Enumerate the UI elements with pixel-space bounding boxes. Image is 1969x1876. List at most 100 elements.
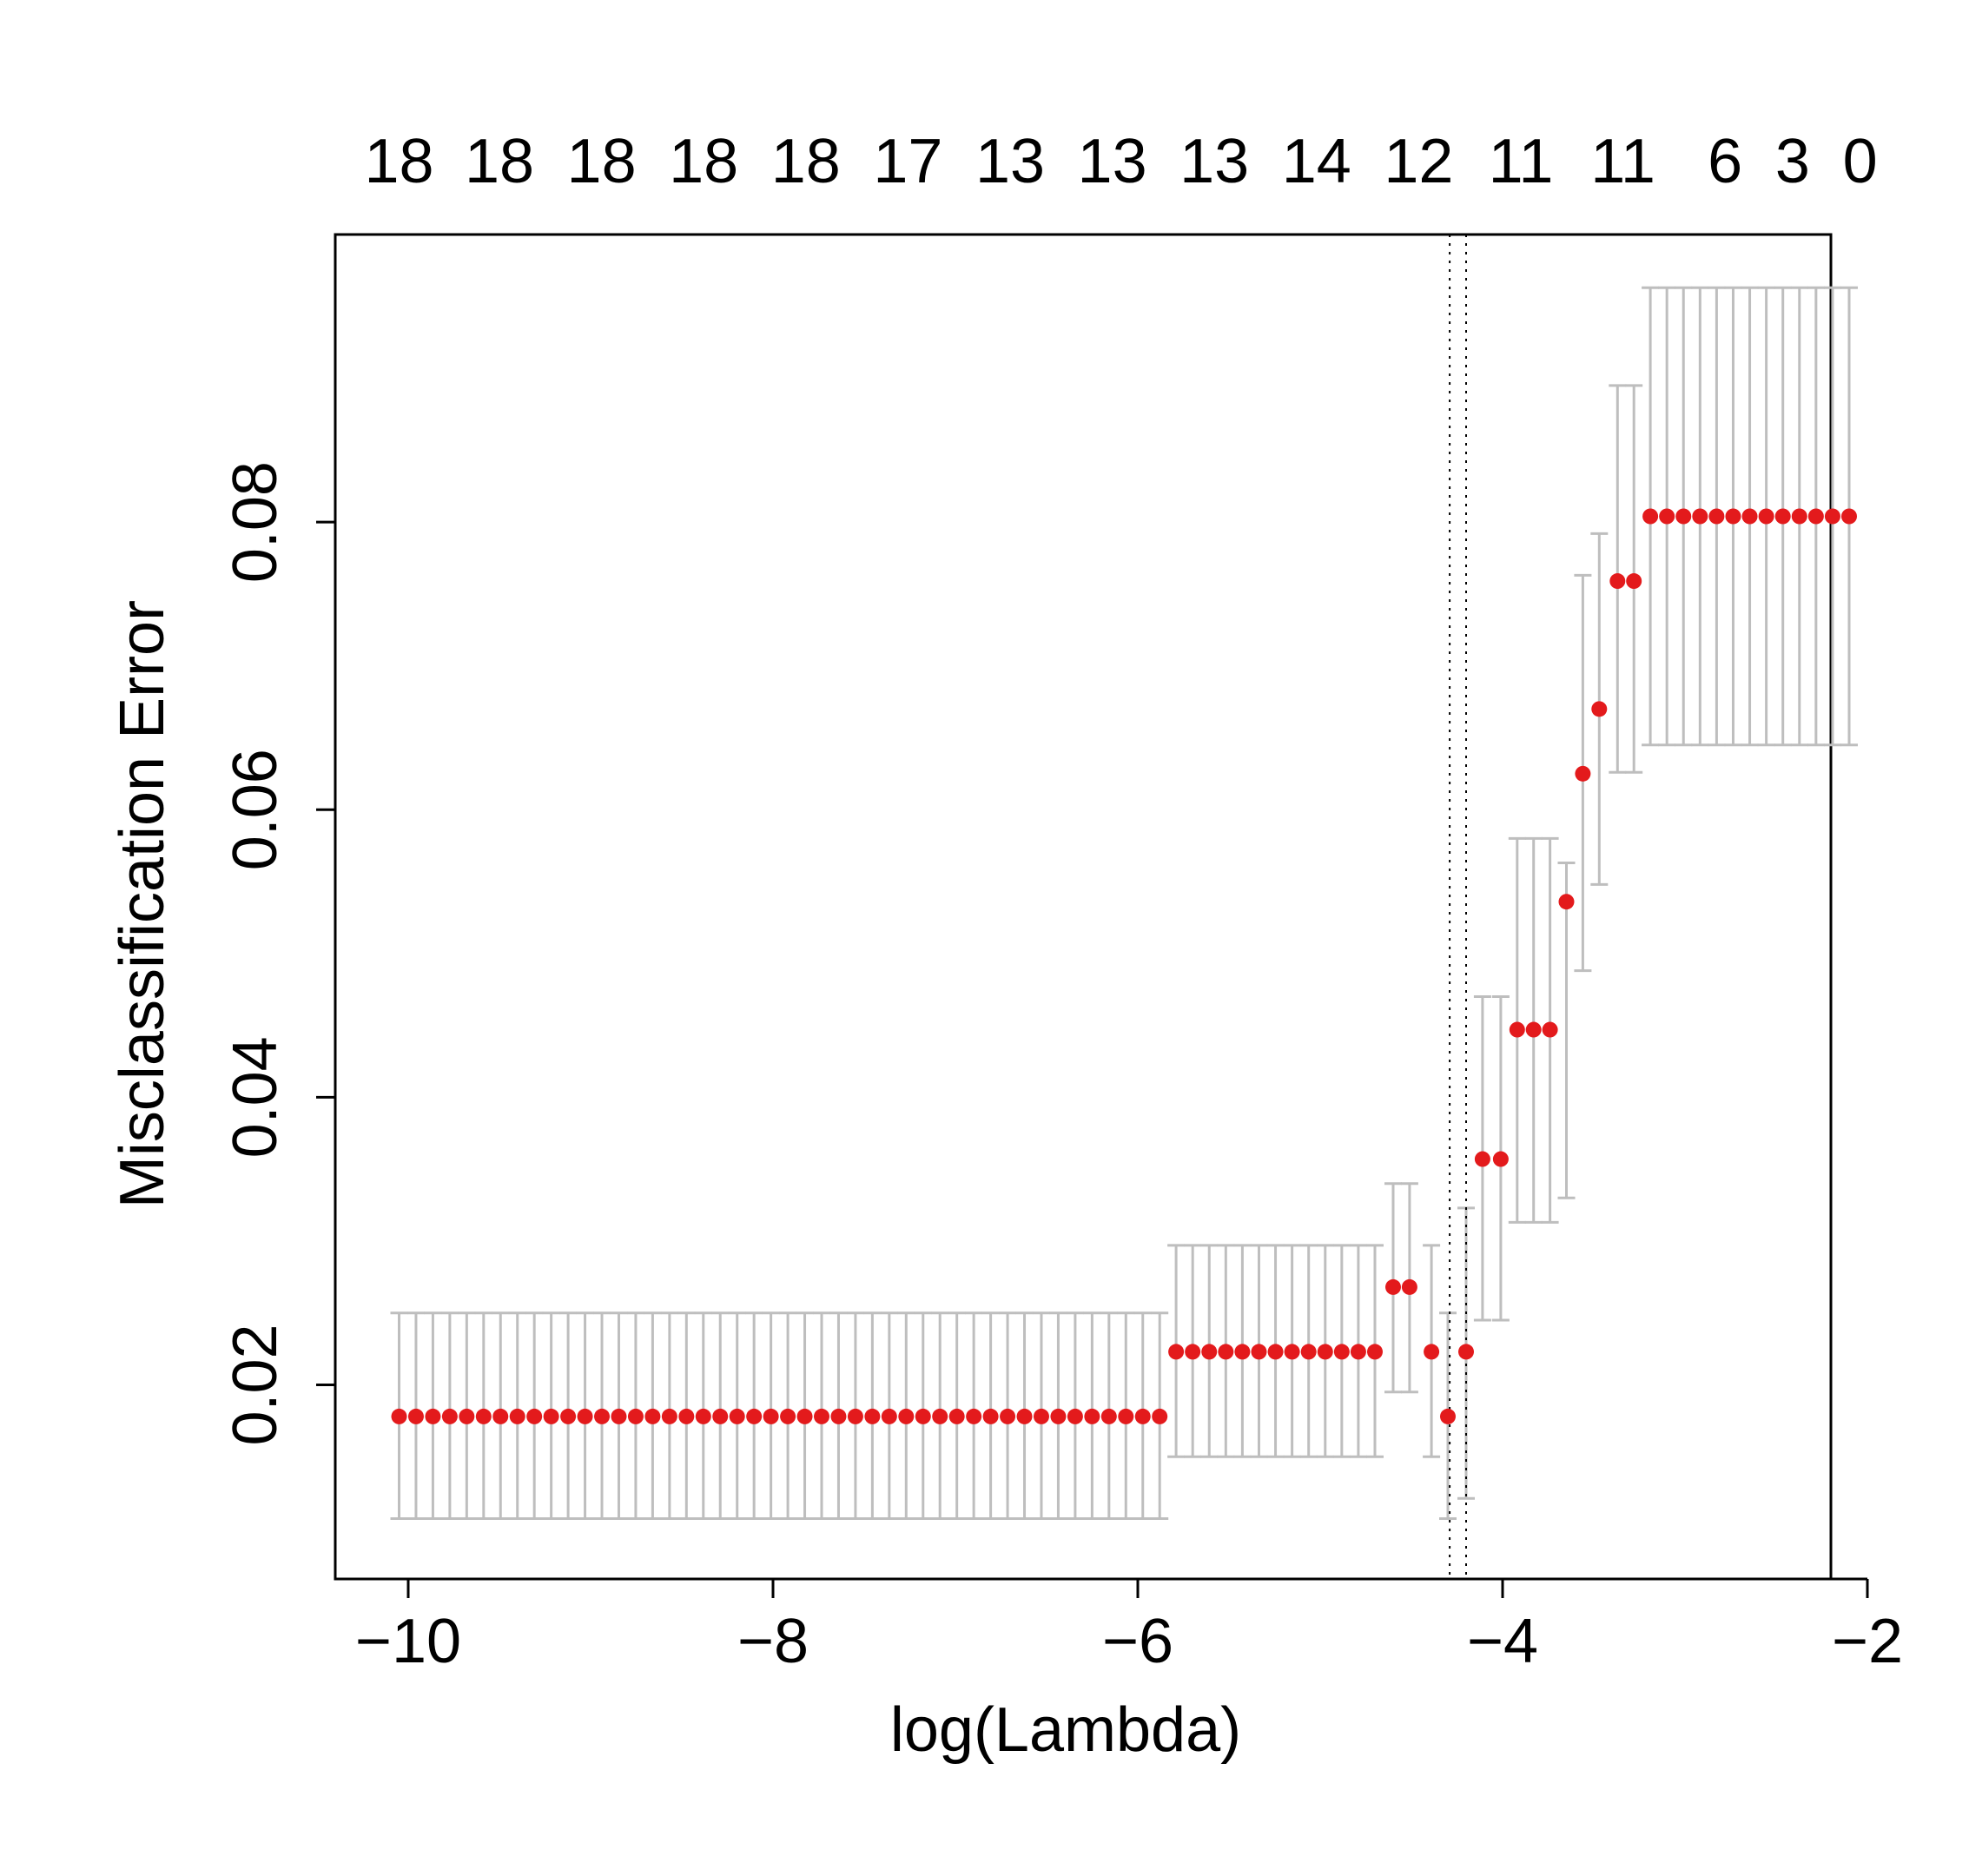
data-point bbox=[763, 1408, 779, 1424]
data-point bbox=[1591, 701, 1608, 717]
data-point bbox=[915, 1408, 931, 1424]
data-point bbox=[1152, 1408, 1168, 1424]
data-point bbox=[1424, 1344, 1440, 1360]
top-axis-label: 13 bbox=[1179, 127, 1249, 196]
data-point bbox=[966, 1408, 982, 1424]
data-point bbox=[1100, 1408, 1117, 1424]
top-axis-label: 12 bbox=[1384, 127, 1453, 196]
top-axis-label: 11 bbox=[1489, 127, 1554, 196]
data-points bbox=[391, 508, 1857, 1424]
data-point bbox=[1201, 1344, 1218, 1360]
y-tick-label: 0.02 bbox=[221, 1324, 290, 1445]
data-point bbox=[1741, 508, 1758, 525]
data-point bbox=[948, 1408, 965, 1424]
data-point bbox=[509, 1408, 525, 1424]
data-point bbox=[407, 1408, 424, 1424]
data-point bbox=[644, 1408, 661, 1424]
data-point bbox=[746, 1408, 763, 1424]
top-axis-label: 18 bbox=[771, 127, 841, 196]
y-axis-title: Misclassification Error bbox=[108, 600, 177, 1208]
top-axis-label: 3 bbox=[1775, 127, 1810, 196]
data-point bbox=[611, 1408, 627, 1424]
top-axis-label: 6 bbox=[1708, 127, 1742, 196]
data-point bbox=[830, 1408, 847, 1424]
data-point bbox=[898, 1408, 915, 1424]
data-point bbox=[441, 1408, 458, 1424]
data-point bbox=[1000, 1408, 1016, 1424]
top-axis-labels: 18 18 18 18 18 17 13 13 13 14 12 11 11 6 3 0 bbox=[364, 127, 1877, 196]
data-point bbox=[391, 1408, 407, 1424]
data-point bbox=[1609, 573, 1626, 590]
x-axis-title: log(Lambda) bbox=[890, 1695, 1241, 1765]
data-point bbox=[1300, 1344, 1317, 1360]
data-point bbox=[1725, 508, 1741, 525]
data-point bbox=[1575, 765, 1591, 782]
data-point bbox=[560, 1408, 577, 1424]
top-axis-label: 14 bbox=[1282, 127, 1351, 196]
data-point bbox=[729, 1408, 745, 1424]
data-point bbox=[864, 1408, 881, 1424]
data-point bbox=[1350, 1344, 1366, 1360]
data-point bbox=[1084, 1408, 1100, 1424]
data-point bbox=[796, 1408, 813, 1424]
data-point bbox=[1492, 1151, 1509, 1167]
data-point bbox=[1033, 1408, 1049, 1424]
data-point bbox=[1234, 1344, 1251, 1360]
x-tick-label: −10 bbox=[355, 1607, 461, 1676]
top-axis-label: 18 bbox=[465, 127, 534, 196]
data-point bbox=[1692, 508, 1708, 525]
x-tick-label: −2 bbox=[1832, 1607, 1903, 1676]
top-axis-label: 11 bbox=[1590, 127, 1655, 196]
data-point bbox=[1267, 1344, 1284, 1360]
data-point bbox=[1791, 508, 1807, 525]
data-point bbox=[814, 1408, 829, 1424]
data-point bbox=[1509, 1021, 1525, 1038]
data-point bbox=[1525, 1021, 1542, 1038]
data-point bbox=[1401, 1278, 1417, 1295]
data-point bbox=[1284, 1344, 1300, 1360]
data-point bbox=[627, 1408, 644, 1424]
data-point bbox=[1016, 1408, 1033, 1424]
data-point bbox=[1385, 1278, 1401, 1295]
data-point bbox=[1558, 894, 1575, 910]
data-point bbox=[1333, 1344, 1350, 1360]
top-axis-label: 0 bbox=[1843, 127, 1878, 196]
data-point bbox=[932, 1408, 948, 1424]
data-point bbox=[1807, 508, 1824, 525]
data-point bbox=[1659, 508, 1675, 525]
top-axis-label: 18 bbox=[567, 127, 637, 196]
data-point bbox=[1317, 1344, 1333, 1360]
data-point bbox=[1774, 508, 1791, 525]
top-axis-label: 18 bbox=[364, 127, 433, 196]
data-point bbox=[1067, 1408, 1083, 1424]
data-point bbox=[1642, 508, 1659, 525]
y-tick-label: 0.06 bbox=[221, 749, 290, 870]
data-point bbox=[459, 1408, 475, 1424]
x-tick-label: −4 bbox=[1467, 1607, 1538, 1676]
x-axis: −10 −8 −6 −4 −2 bbox=[355, 1577, 1903, 1676]
top-axis-label: 13 bbox=[1078, 127, 1147, 196]
data-point bbox=[1218, 1344, 1234, 1360]
data-point bbox=[1440, 1408, 1456, 1424]
data-point bbox=[1542, 1021, 1558, 1038]
data-point bbox=[1708, 508, 1725, 525]
data-point bbox=[1251, 1344, 1267, 1360]
data-point bbox=[1050, 1408, 1067, 1424]
data-point bbox=[1474, 1151, 1490, 1167]
data-point bbox=[661, 1408, 677, 1424]
data-point bbox=[1118, 1408, 1134, 1424]
y-tick-label: 0.04 bbox=[221, 1036, 290, 1158]
data-point bbox=[1675, 508, 1692, 525]
data-point bbox=[526, 1408, 543, 1424]
data-point bbox=[1134, 1408, 1151, 1424]
data-point bbox=[1367, 1344, 1383, 1360]
data-point bbox=[1458, 1344, 1474, 1360]
top-axis-label: 13 bbox=[975, 127, 1045, 196]
data-point bbox=[425, 1408, 441, 1424]
data-point bbox=[1185, 1344, 1201, 1360]
data-point bbox=[678, 1408, 695, 1424]
data-point bbox=[492, 1408, 509, 1424]
data-point bbox=[695, 1408, 711, 1424]
